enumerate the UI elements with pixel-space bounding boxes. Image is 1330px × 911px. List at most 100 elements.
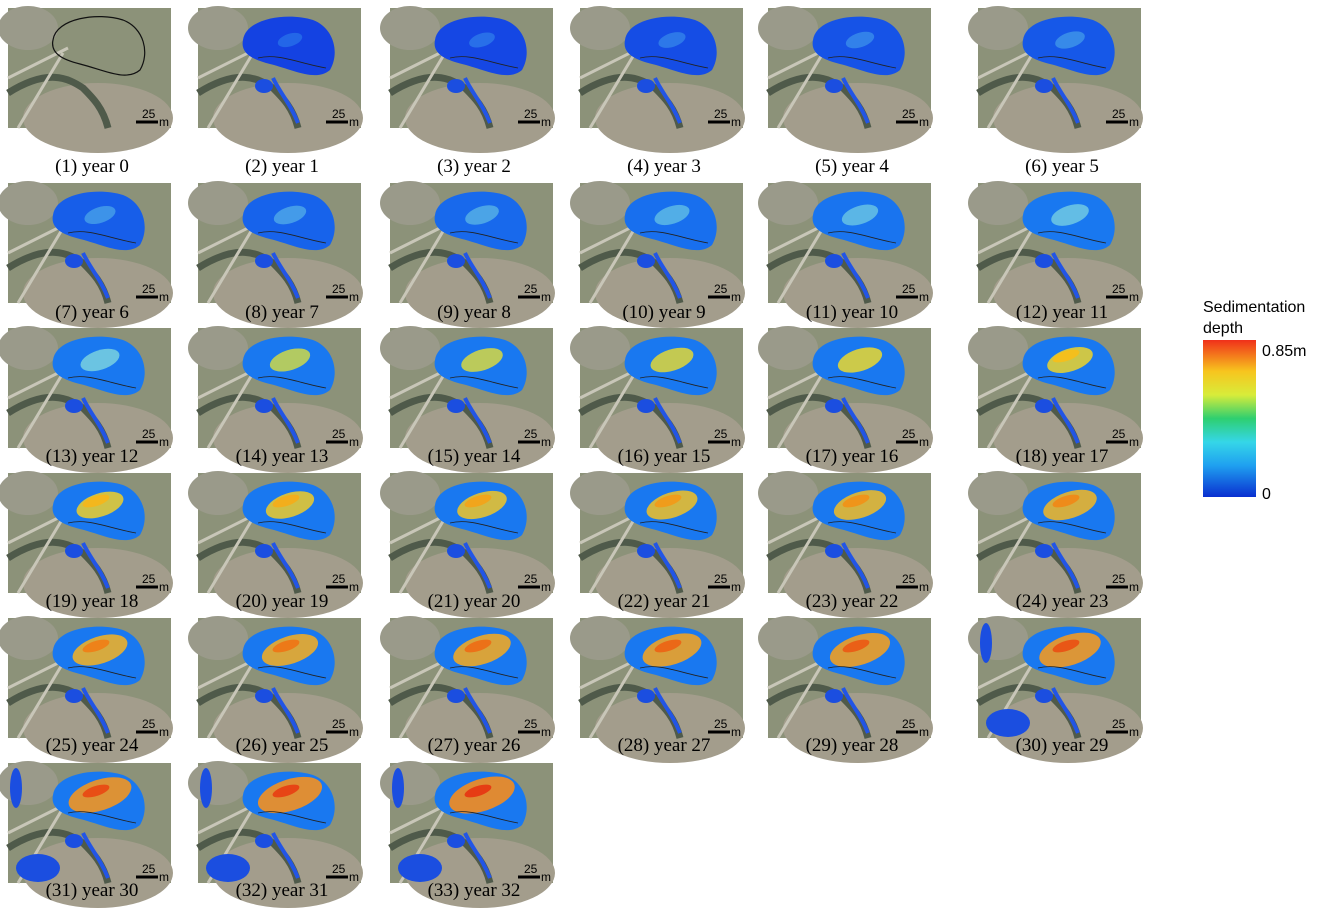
deposit [465,205,499,225]
terrain [405,693,555,763]
inundation [200,768,212,808]
deposit [642,633,702,667]
terrain [968,181,1028,225]
deposit [658,32,686,48]
boundary-line [827,56,897,69]
scale-unit: m [541,580,551,594]
panel-caption: (24) year 23 [1016,591,1109,612]
terrain [993,83,1143,153]
boundary-line [1037,231,1107,244]
scale-length: 25 [902,427,916,441]
channel [841,397,870,444]
boundary-line [67,811,137,824]
scale-length: 25 [524,717,538,731]
inundation [1035,689,1053,703]
terrain [0,471,58,515]
legend-min: 0 [1262,486,1271,503]
scale-unit: m [349,290,359,304]
panel-caption: (29) year 28 [806,735,899,756]
panel-caption: (11) year 10 [806,302,898,323]
map-panel: 25m [758,471,933,618]
scale-length: 25 [142,572,156,586]
panel-caption: (20) year 19 [236,591,329,612]
pond-outline [52,16,146,76]
channel [271,397,300,444]
scale-length: 25 [332,107,346,121]
panel-caption: (4) year 3 [627,156,701,177]
terrain [23,548,173,618]
inundation [624,16,717,76]
inundation [255,834,273,848]
terrain [783,548,933,618]
terrain [968,6,1028,50]
boundary-line [639,666,709,679]
panel-caption: (21) year 20 [428,591,521,612]
inundation [242,16,335,76]
inundation [637,79,655,93]
scale-length: 25 [1112,427,1126,441]
channel [463,77,492,124]
scale-length: 25 [332,862,346,876]
terrain [380,6,440,50]
deposit [1047,346,1093,374]
terrain [758,616,818,660]
inundation [16,854,60,882]
inundation [255,689,273,703]
scale-unit: m [159,435,169,449]
terrain [968,326,1028,370]
panel-caption: (10) year 9 [622,302,705,323]
terrain [570,181,630,225]
map-panel: 25m [570,471,745,618]
panel-caption: (32) year 31 [236,880,329,901]
panel-caption: (26) year 25 [236,735,329,756]
inundation [65,254,83,268]
inundation [825,254,843,268]
scale-unit: m [541,725,551,739]
terrain [570,6,630,50]
inundation [255,544,273,558]
inundation [255,399,273,413]
terrain [758,326,818,370]
deposit [837,347,883,373]
channel [1051,542,1080,589]
map-panel: 25m [380,181,555,328]
terrain [0,6,58,50]
inundation [1022,16,1115,76]
map-panel: 25m [758,326,933,473]
terrain [968,616,1028,660]
terrain [380,761,440,805]
map-panel: 25m [758,6,933,153]
channel [653,252,682,299]
scale-length: 25 [524,862,538,876]
scale-unit: m [349,115,359,129]
scale-unit: m [731,435,741,449]
inundation [206,854,250,882]
scale-unit: m [541,290,551,304]
scale-unit: m [349,725,359,739]
scale-length: 25 [902,282,916,296]
map-panel: 25m [380,761,555,908]
terrain [758,181,818,225]
deposit-core [82,494,110,508]
panel-caption: (27) year 26 [428,735,521,756]
deposit-core [842,639,870,653]
terrain [570,616,630,660]
boundary-line [827,376,897,389]
inundation [398,854,442,882]
inundation [825,689,843,703]
inundation [447,689,465,703]
terrain [213,548,363,618]
scale-length: 25 [332,572,346,586]
scale-unit: m [159,870,169,884]
terrain [570,326,630,370]
road [7,46,69,129]
map-panel: 25m [0,6,173,153]
inundation [447,254,465,268]
boundary-line [257,666,327,679]
terrain [968,471,1028,515]
deposit [273,205,307,225]
inundation [447,834,465,848]
deposit-core [82,639,110,653]
inundation [986,709,1030,737]
inundation [65,834,83,848]
